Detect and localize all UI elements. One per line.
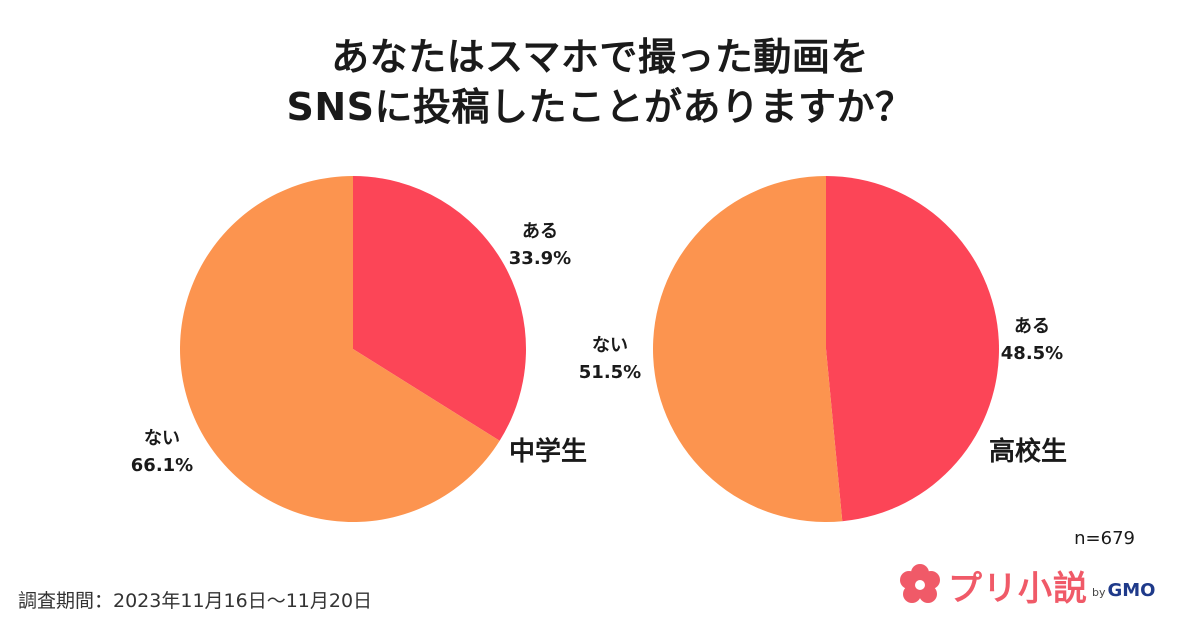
pie-slice-aru [353,176,526,441]
flower-logo-icon [900,564,940,603]
pie-slice-aru [826,176,1000,522]
brand-logo: プリ小説 by GMO [898,560,1156,610]
pie-chart-high-school: ある 48.5% ない 51.5% 高校生 [579,176,1067,522]
pie-chart-junior-high: ある 33.9% ない 66.1% 中学生 [131,175,587,522]
pie-slice-nai [653,176,843,522]
logo-company: GMO [1107,579,1156,601]
survey-period: 調査期間：2023年11月16日～11月20日 [18,590,373,612]
chart-title-line1: あなたはスマホで撮った動画を [331,35,869,79]
pie-slice-nai [179,175,500,522]
logo-by: by [1092,585,1106,599]
group-label: 高校生 [989,436,1067,467]
sample-size: n=679 [1074,528,1135,549]
slice-value-nai: 66.1% [131,455,193,476]
slice-label-aru: ある [1014,316,1050,337]
slice-value-nai: 51.5% [579,362,641,383]
chart-title-line2: SNSに投稿したことがありますか？ [286,85,914,129]
slice-label-nai: ない [144,428,180,449]
logo-name: プリ小説 [948,568,1088,609]
slice-value-aru: 48.5% [1001,343,1063,364]
slice-label-nai: ない [592,335,628,356]
slice-value-aru: 33.9% [509,248,571,269]
group-label: 中学生 [509,436,587,467]
slice-label-aru: ある [522,221,558,242]
